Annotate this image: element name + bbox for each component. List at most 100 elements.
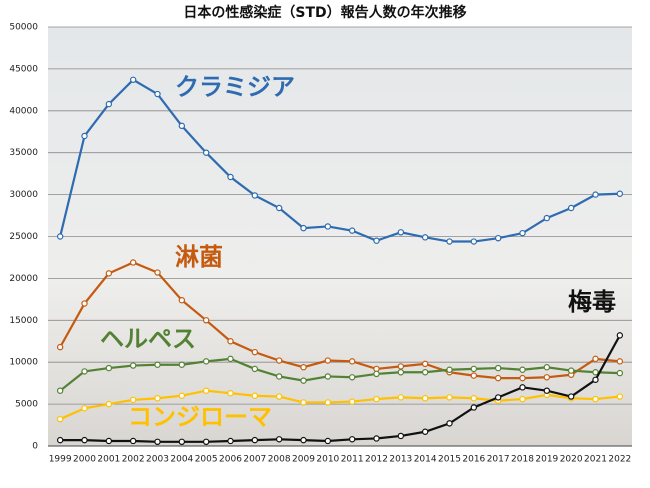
y-tick-label: 0: [32, 442, 38, 452]
data-point: [543, 214, 551, 222]
data-point: [300, 364, 307, 371]
data-point: [494, 234, 502, 242]
data-point: [567, 393, 575, 400]
data-point: [202, 387, 210, 394]
data-point: [421, 360, 429, 368]
x-tick-label: 2007: [243, 455, 266, 465]
data-point: [592, 395, 599, 403]
series-line: [59, 357, 620, 392]
series-label: 淋菌: [175, 243, 223, 271]
data-point: [397, 432, 405, 440]
x-tick-label: 2012: [365, 455, 388, 465]
x-tick-label: 2019: [535, 455, 558, 465]
x-tick-label: 2005: [195, 455, 218, 465]
data-point: [178, 438, 186, 446]
x-tick-label: 2000: [73, 455, 96, 465]
data-point: [154, 395, 161, 402]
data-point: [275, 373, 283, 380]
data-point: [202, 317, 210, 324]
data-point: [275, 357, 283, 364]
data-point: [519, 395, 526, 403]
data-point: [616, 393, 624, 400]
x-tick-label: 2015: [438, 455, 461, 465]
data-point: [543, 364, 551, 371]
data-point: [129, 259, 137, 266]
x-tick-label: 2021: [584, 455, 607, 465]
x-tick-label: 2010: [316, 455, 339, 465]
data-point: [348, 374, 356, 381]
series-label: 梅毒: [568, 288, 616, 316]
data-point: [348, 436, 356, 443]
x-tick-label: 2002: [122, 455, 145, 465]
data-point: [616, 332, 624, 339]
x-tick-label: 2009: [292, 455, 315, 465]
data-point: [446, 366, 453, 373]
data-point: [56, 436, 64, 444]
data-point: [567, 204, 575, 212]
data-point: [543, 387, 551, 394]
data-point: [519, 384, 526, 391]
data-point: [178, 392, 186, 399]
data-point: [373, 370, 380, 378]
data-point: [154, 90, 161, 98]
data-point: [129, 396, 137, 404]
x-tick-label: 2022: [608, 455, 631, 465]
data-point: [129, 437, 137, 445]
y-tick-label: 30000: [9, 190, 38, 200]
data-point: [324, 373, 332, 380]
data-point: [81, 132, 88, 140]
data-point: [81, 436, 88, 444]
y-tick-label: 20000: [9, 274, 38, 284]
data-point: [300, 224, 307, 232]
data-point: [227, 355, 234, 363]
data-point: [324, 399, 332, 406]
data-point: [129, 76, 137, 83]
y-tick-label: 40000: [9, 106, 38, 116]
data-point: [519, 229, 526, 237]
series-label: ヘルペス: [100, 325, 196, 353]
data-point: [251, 365, 259, 373]
data-point: [373, 237, 380, 244]
data-point: [300, 377, 307, 384]
data-point: [105, 364, 113, 372]
data-point: [105, 100, 113, 108]
data-point: [178, 296, 186, 304]
data-point: [202, 438, 210, 446]
data-point: [202, 358, 210, 365]
series-line: [59, 261, 620, 380]
data-point: [275, 436, 283, 443]
y-tick-label: 15000: [9, 316, 38, 326]
data-point: [227, 173, 234, 181]
data-point: [373, 435, 380, 442]
data-point: [227, 390, 234, 397]
data-point: [251, 192, 259, 199]
data-point: [373, 365, 380, 373]
series-label: クラミジア: [175, 73, 295, 101]
data-point: [397, 229, 405, 236]
data-point: [470, 372, 478, 379]
data-point: [178, 122, 186, 130]
x-tick-label: 2018: [511, 455, 534, 465]
data-point: [470, 365, 478, 373]
data-point: [275, 204, 283, 212]
data-point: [397, 394, 405, 401]
data-point: [129, 362, 137, 369]
data-point: [567, 367, 575, 374]
data-point: [105, 437, 113, 445]
data-point: [421, 428, 429, 435]
y-tick-label: 35000: [9, 148, 38, 158]
data-point: [470, 395, 478, 402]
data-point: [324, 223, 332, 230]
data-point: [251, 436, 259, 444]
data-point: [154, 361, 161, 368]
data-point: [56, 387, 64, 394]
data-point: [275, 393, 283, 400]
data-point: [592, 369, 599, 376]
data-point: [519, 374, 526, 382]
series-line: [59, 78, 620, 243]
data-point: [227, 437, 234, 445]
data-point: [494, 394, 502, 401]
x-tick-label: 2014: [414, 455, 437, 465]
